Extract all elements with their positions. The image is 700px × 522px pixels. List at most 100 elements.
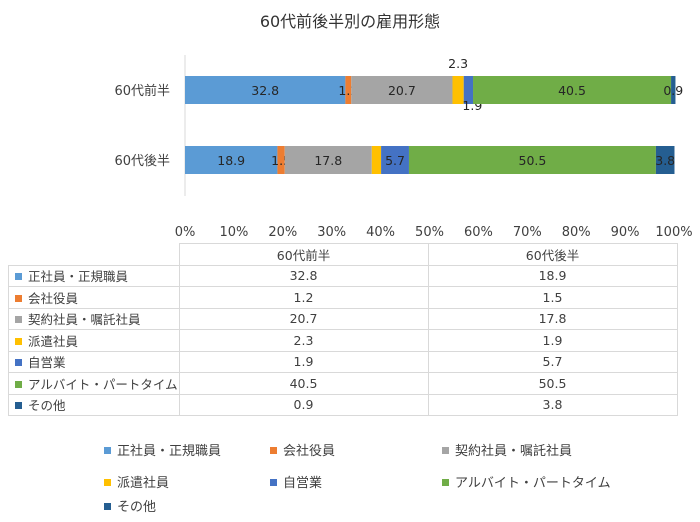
table-row-label: 会社役員 xyxy=(8,286,180,309)
legend-item: 正社員・正規職員 xyxy=(104,440,221,459)
table-row-label: 派遣社員 xyxy=(8,329,180,352)
data-label: 40.5 xyxy=(558,83,586,98)
table-cell: 50.5 xyxy=(427,372,678,395)
legend-swatch xyxy=(15,402,22,410)
data-label: 2.3 xyxy=(448,56,468,71)
table-header-60s-late: 60代後半 xyxy=(427,243,678,266)
legend-item: 会社役員 xyxy=(270,440,335,459)
table-cell: 1.2 xyxy=(178,286,429,309)
data-label: 3.8 xyxy=(655,153,675,168)
category-label: 60代前半 xyxy=(114,83,170,99)
legend-label: 契約社員・嘱託社員 xyxy=(455,444,573,459)
x-tick-label: 20% xyxy=(268,225,297,240)
bar-segment xyxy=(185,76,346,104)
legend-swatch xyxy=(270,447,277,454)
legend-swatch xyxy=(15,380,22,388)
legend-label: その他 xyxy=(117,500,157,515)
table-row: アルバイト・パートタイム 40.5 50.5 xyxy=(8,372,678,395)
x-tick-label: 60% xyxy=(464,225,493,240)
series-name: 契約社員・嘱託社員 xyxy=(28,312,141,328)
table-cell: 17.8 xyxy=(427,307,678,330)
series-name: 正社員・正規職員 xyxy=(28,269,129,285)
bar-segment xyxy=(408,146,656,174)
x-tick-label: 30% xyxy=(317,225,346,240)
series-name: 派遣社員 xyxy=(28,333,79,349)
table-cell: 2.3 xyxy=(178,329,429,352)
legend-swatch xyxy=(104,447,111,454)
legend-label: 正社員・正規職員 xyxy=(117,444,222,459)
table-row: 会社役員 1.2 1.5 xyxy=(8,286,678,309)
bar-segment xyxy=(185,146,278,174)
bar-segment xyxy=(351,76,453,104)
table-cell: 40.5 xyxy=(178,372,429,395)
legend-swatch xyxy=(15,294,22,302)
bar-segment xyxy=(463,76,474,104)
table-row-label: 自営業 xyxy=(8,350,180,373)
series-name: その他 xyxy=(28,398,66,414)
legend-swatch xyxy=(15,337,22,345)
table-row-label: その他 xyxy=(8,393,180,416)
table-row-label: 正社員・正規職員 xyxy=(8,264,180,287)
x-tick-label: 40% xyxy=(366,225,395,240)
legend-swatch xyxy=(270,479,277,486)
legend-swatch xyxy=(104,503,111,510)
series-name: 会社役員 xyxy=(28,290,79,306)
bar-segment xyxy=(655,146,675,174)
table-cell: 18.9 xyxy=(427,264,678,287)
table-cell: 32.8 xyxy=(178,264,429,287)
bar-segment xyxy=(371,146,382,174)
table-row: その他 0.9 3.8 xyxy=(8,393,678,416)
data-label: 20.7 xyxy=(388,83,416,98)
data-label: 17.8 xyxy=(314,153,342,168)
legend-label: アルバイト・パートタイム xyxy=(455,476,611,491)
bar-segment xyxy=(452,76,464,104)
legend-item: アルバイト・パートタイム xyxy=(442,472,611,491)
legend-swatch xyxy=(15,359,22,367)
x-tick-label: 70% xyxy=(513,225,542,240)
table-cell: 20.7 xyxy=(178,307,429,330)
data-table: 60代前半 60代後半 正社員・正規職員 32.8 18.9 会社役員 1.2 1.5 契約… xyxy=(8,243,678,416)
bar-segment xyxy=(284,146,372,174)
series-name: 自営業 xyxy=(28,355,66,371)
x-tick-label: 90% xyxy=(611,225,640,240)
legend-swatch xyxy=(442,447,449,454)
category-label: 60代後半 xyxy=(114,154,170,169)
x-tick-label: 0% xyxy=(175,225,196,240)
table-cell: 3.8 xyxy=(427,393,678,416)
table-header-row: 60代前半 60代後半 xyxy=(8,243,678,266)
bar-segment xyxy=(473,76,672,104)
legend-item: その他 xyxy=(104,496,156,515)
legend-item: 契約社員・嘱託社員 xyxy=(442,440,572,459)
x-tick-label: 80% xyxy=(562,225,591,240)
legend-swatch xyxy=(104,479,111,486)
data-label: 0.9 xyxy=(663,83,683,98)
chart-title: 60代前後半別の雇用形態 xyxy=(259,12,441,31)
series-name: アルバイト・パートタイム xyxy=(28,376,178,392)
legend-swatch xyxy=(442,479,449,486)
data-label: 18.9 xyxy=(217,153,245,168)
data-label: 32.8 xyxy=(251,83,279,98)
legend-item: 派遣社員 xyxy=(104,472,169,491)
legend-label: 派遣社員 xyxy=(117,476,170,491)
bar-segment xyxy=(381,146,409,174)
table-cell: 1.5 xyxy=(427,286,678,309)
x-tick-label: 100% xyxy=(655,225,692,240)
table-row: 正社員・正規職員 32.8 18.9 xyxy=(8,264,678,287)
bar-segment xyxy=(345,76,352,104)
legend-label: 会社役員 xyxy=(283,444,336,459)
bar-segment xyxy=(671,76,676,104)
legend-swatch xyxy=(15,273,22,281)
table-row: 契約社員・嘱託社員 20.7 17.8 xyxy=(8,307,678,330)
x-tick-label: 50% xyxy=(415,225,444,240)
data-label: 50.5 xyxy=(519,153,547,168)
table-header-60s-early: 60代前半 xyxy=(178,243,429,266)
legend-swatch xyxy=(15,316,22,324)
table-row-label: アルバイト・パートタイム xyxy=(8,372,180,395)
table-cell: 1.9 xyxy=(427,329,678,352)
table-cell: 0.9 xyxy=(178,393,429,416)
table-cell: 5.7 xyxy=(427,350,678,373)
table-row: 派遣社員 2.3 1.9 xyxy=(8,329,678,352)
table-cell: 1.9 xyxy=(178,350,429,373)
bar-segment xyxy=(277,146,285,174)
